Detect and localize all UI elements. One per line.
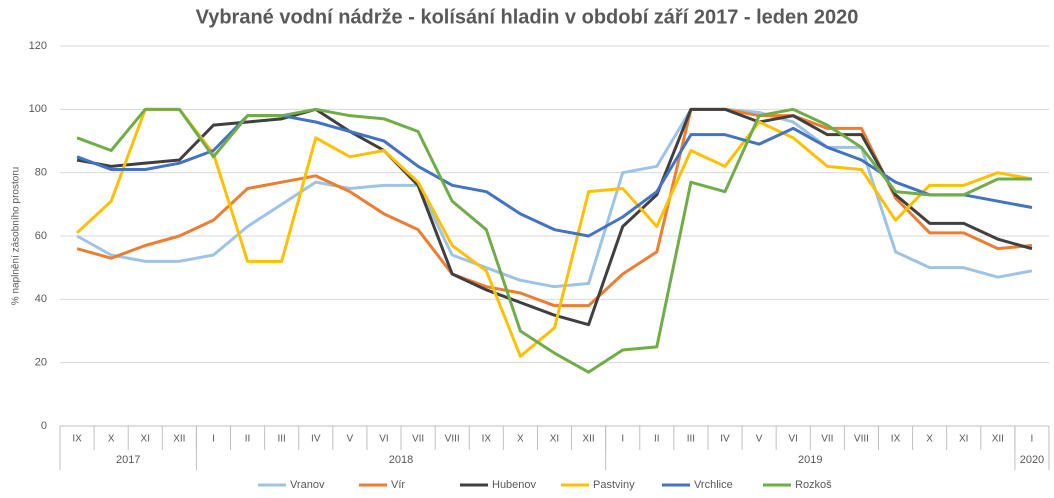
x-tick-label: I	[1031, 434, 1034, 445]
x-tick-label: I	[212, 434, 215, 445]
series-line	[76, 107, 1033, 327]
legend-label: Pastviny	[593, 479, 635, 491]
x-tick-label: II	[654, 434, 660, 445]
x-tick-label: XI	[959, 434, 968, 445]
x-tick-label: VIII	[445, 434, 460, 445]
legend-label: Hubenov	[492, 479, 537, 491]
y-axis-label: % naplnění zásobního prostoru	[11, 167, 22, 305]
x-tick-label: IX	[891, 434, 901, 445]
x-tick-label: X	[517, 434, 524, 445]
legend-label: Rozkoš	[795, 479, 832, 491]
x-tick-label: V	[347, 434, 354, 445]
x-tick-label: VI	[788, 434, 797, 445]
x-tick-label: III	[278, 434, 286, 445]
series-line	[76, 107, 1032, 374]
x-tick-label: II	[245, 434, 251, 445]
y-tick-label: 40	[35, 293, 47, 305]
x-tick-label: VII	[412, 434, 424, 445]
x-tick-label: XII	[992, 434, 1004, 445]
legend-label: Vranov	[290, 479, 325, 491]
group-label: 2020	[1020, 454, 1044, 466]
legend-label: Vír	[391, 479, 405, 491]
y-tick-label: 20	[35, 357, 47, 369]
x-tick-label: I	[621, 434, 624, 445]
x-tick-label: XII	[582, 434, 594, 445]
group-label: 2018	[389, 454, 413, 466]
group-label: 2019	[798, 454, 822, 466]
series-line	[76, 107, 1033, 308]
x-tick-label: V	[756, 434, 763, 445]
x-tick-label: IV	[720, 434, 730, 445]
x-tick-label: III	[687, 434, 695, 445]
x-tick-label: XII	[173, 434, 185, 445]
y-tick-label: 60	[35, 230, 47, 242]
x-tick-label: VII	[821, 434, 833, 445]
x-tick-label: VI	[379, 434, 388, 445]
legend-label: Vrchlice	[694, 479, 733, 491]
x-tick-label: IX	[482, 434, 492, 445]
group-label: 2017	[116, 454, 140, 466]
series-line	[76, 107, 1033, 358]
x-tick-label: XI	[141, 434, 150, 445]
y-tick-label: 80	[35, 167, 47, 179]
y-tick-label: 120	[29, 40, 47, 52]
x-tick-label: IV	[311, 434, 321, 445]
chart-title: Vybrané vodní nádrže - kolísání hladin v…	[196, 6, 859, 28]
y-tick-label: 0	[41, 420, 47, 432]
x-tick-label: IX	[72, 434, 82, 445]
series-line	[76, 107, 1033, 289]
y-tick-label: 100	[29, 103, 47, 115]
x-tick-label: VIII	[854, 434, 869, 445]
x-tick-label: X	[926, 434, 933, 445]
x-tick-label: X	[108, 434, 115, 445]
x-tick-label: XI	[550, 434, 559, 445]
